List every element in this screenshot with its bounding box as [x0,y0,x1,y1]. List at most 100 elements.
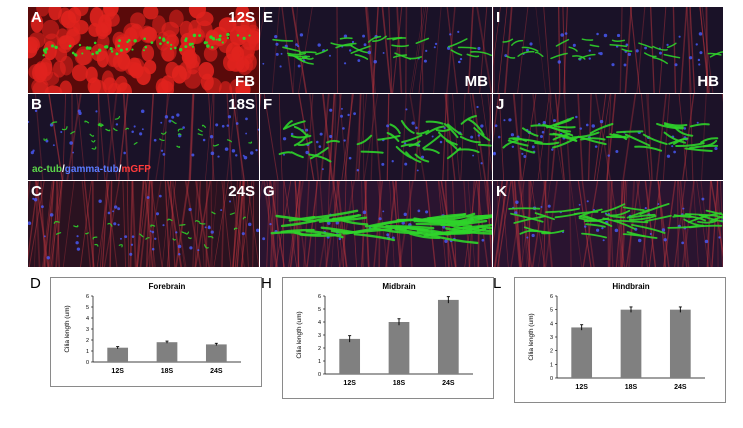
cilium [91,139,96,143]
membrane-streak [336,7,338,93]
cilium [318,214,362,223]
membrane-streak [339,181,355,267]
membrane-streak [365,7,375,93]
cilium-dot [126,40,129,44]
cilium [367,35,382,43]
cilium [414,153,430,163]
membrane-streak [242,181,250,267]
basal-body [28,221,32,225]
membrane-streak [275,181,292,267]
membrane-streak [699,7,710,93]
nucleus [128,57,145,77]
basal-body [224,147,229,151]
nucleus [48,7,62,21]
basal-body [164,115,169,119]
x-tick-label: 12S [111,368,124,375]
legend-separator: / [62,164,65,175]
basal-body [472,154,475,157]
basal-body [275,42,279,46]
nucleus [117,52,131,70]
cilium [534,141,560,146]
cilium-dot [170,43,173,46]
basal-body [40,205,44,209]
basal-body [420,155,425,159]
basal-body [382,52,385,54]
cilium [290,134,312,139]
cilium [97,124,102,128]
basal-body [133,125,136,128]
nucleus [184,49,198,70]
cilium [139,233,144,238]
cilium [502,139,519,149]
membrane-streak [678,94,688,180]
basal-body [386,233,390,237]
basal-body [373,59,377,64]
basal-body [46,256,50,260]
basal-body [257,128,259,131]
cilium [353,233,396,242]
basal-body [657,203,660,205]
cilium [554,212,581,219]
basal-body [189,246,193,250]
cilium [522,127,539,137]
basal-body [210,230,214,234]
cilium-dot [133,39,137,43]
basal-body [585,123,589,127]
panel-label-b: B [31,96,42,113]
basal-body [177,244,182,249]
basal-body [343,139,346,142]
membrane-streak [650,7,655,93]
cilium [203,244,209,249]
cilium [452,223,492,231]
basal-body [241,232,245,236]
cilium [280,216,330,228]
cilium [477,214,492,218]
basal-body [615,150,619,154]
membrane-streak [271,181,277,267]
cilium [307,209,359,220]
basal-body [76,247,81,251]
membrane-layer [493,181,723,267]
membrane-streak [504,7,513,93]
cilium-dot [55,46,58,49]
cilia-layer [508,203,723,239]
cilium [609,44,628,48]
cilium-dot [192,33,197,38]
basal-body [627,52,632,57]
y-tick-label: 2 [550,349,553,355]
y-tick-label: 5 [86,305,89,311]
basal-body [335,221,339,225]
membrane-streak [357,94,368,180]
basal-body [235,154,238,157]
cilium [229,212,235,215]
membrane-streak [452,94,460,180]
membrane-streak [511,181,521,267]
basal-body [560,33,564,37]
cilium [622,206,645,211]
basal-body [616,33,621,38]
cilium [529,230,550,234]
basal-body [168,119,172,123]
membrane-streak [34,181,41,267]
membrane-streak [532,94,543,180]
membrane-streak [469,94,482,180]
cilium [684,147,713,152]
cilium [159,138,165,142]
cilium [415,222,453,226]
cilium [287,52,306,56]
basal-body [221,124,225,128]
basal-body [255,148,258,152]
membrane-streak [538,181,551,267]
cilium [118,244,123,248]
basal-body [113,222,117,226]
membrane-streak [309,94,320,180]
cilium [458,227,487,234]
membrane-streak [42,181,53,267]
membrane-streak [270,181,275,267]
cilium-dot [242,36,246,40]
membrane-streak [577,181,592,267]
cilia-speckle-layer [42,32,251,57]
basal-body [348,156,352,160]
cilium [181,231,186,234]
nucleus [59,80,73,93]
